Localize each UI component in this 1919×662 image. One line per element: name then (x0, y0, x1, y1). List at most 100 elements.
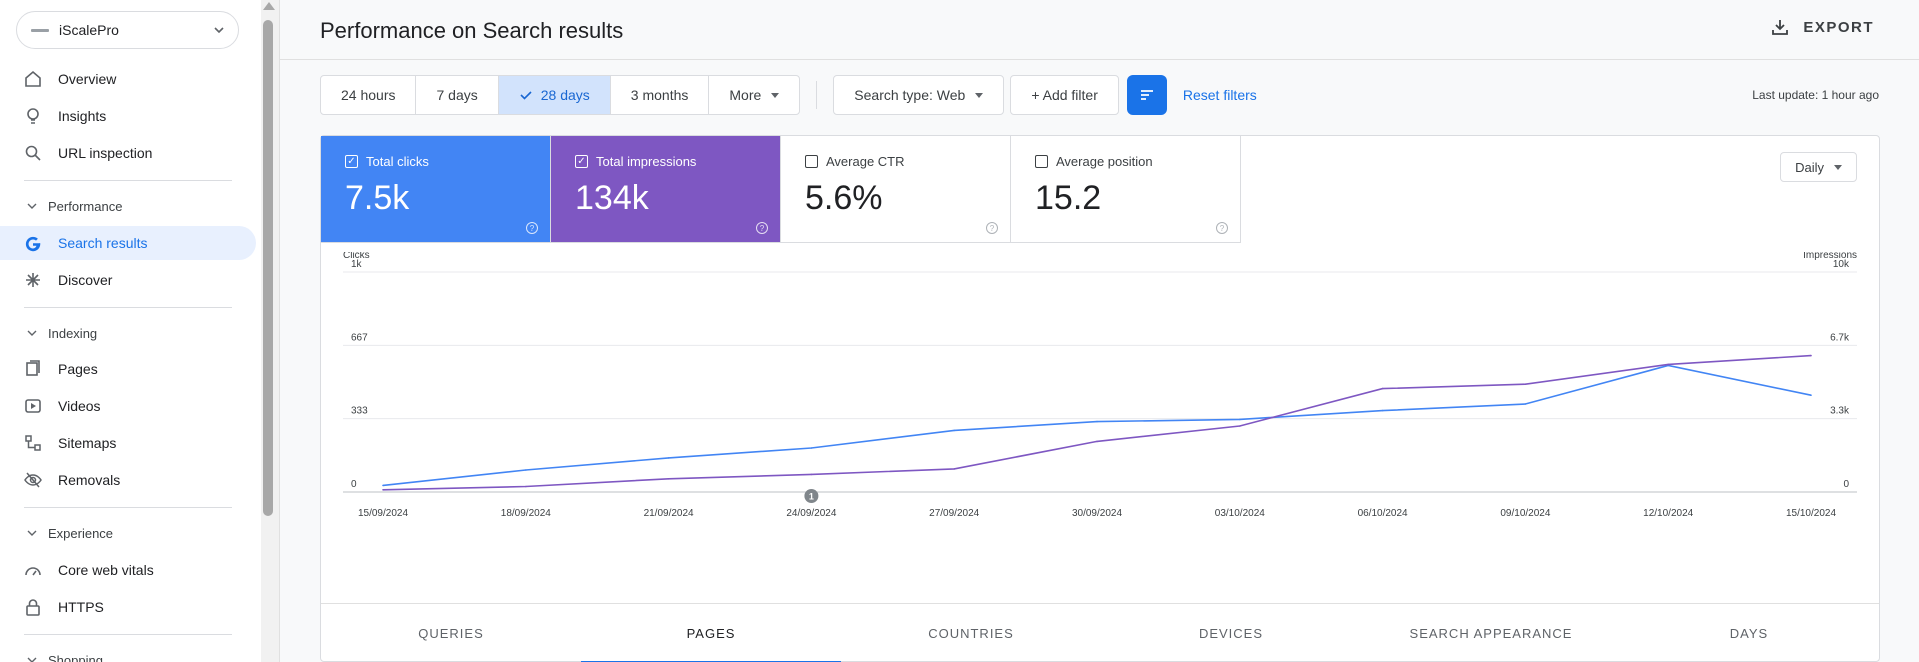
sidebar-scrollbar[interactable] (261, 0, 279, 662)
data-point-impressions (1524, 383, 1527, 385)
section-title: Shopping (48, 652, 103, 662)
range-24-hours[interactable]: 24 hours (321, 76, 417, 114)
metric-value: 7.5k (345, 179, 410, 217)
sidebar-item-label: Insights (58, 108, 107, 124)
sidebar-section-shopping[interactable]: Shopping (0, 645, 232, 662)
tab-days[interactable]: DAYS (1619, 604, 1879, 662)
y-axis-label-right: Impressions (1803, 252, 1857, 261)
sidebar-item-pages[interactable]: Pages (0, 352, 256, 386)
caret-down-icon (975, 92, 984, 98)
help-icon[interactable]: ? (756, 222, 768, 234)
filter-divider (816, 81, 818, 109)
x-tick-label: 09/10/2024 (1500, 508, 1550, 519)
y-tick-label-left: 1k (351, 259, 363, 270)
metric-average-position[interactable]: Average position 15.2 ? (1011, 136, 1241, 243)
tab-countries[interactable]: COUNTRIES (841, 604, 1101, 662)
sidebar-divider (24, 180, 232, 181)
sidebar-item-label: URL inspection (58, 145, 153, 161)
metric-total-clicks[interactable]: ✓ Total clicks 7.5k ? (321, 136, 551, 243)
checkbox-checked-icon[interactable]: ✓ (345, 155, 358, 168)
export-label: EXPORT (1803, 18, 1874, 36)
metric-label: Average CTR (826, 154, 905, 169)
y-tick-label-right: 3.3k (1830, 406, 1850, 417)
page-title: Performance on Search results (320, 18, 624, 43)
series-line-clicks (382, 364, 1812, 487)
compare-filter-button[interactable] (1126, 75, 1167, 115)
sidebar-divider (24, 307, 232, 308)
property-selector[interactable]: iScalePro (16, 11, 239, 49)
metric-average-ctr[interactable]: Average CTR 5.6% ? (781, 136, 1011, 243)
property-logo (31, 28, 49, 32)
search-icon (24, 144, 42, 162)
search-type-dropdown[interactable]: Search type: Web (833, 75, 1005, 115)
data-point-impressions (953, 468, 955, 470)
range-3-months[interactable]: 3 months (611, 76, 710, 114)
help-icon[interactable]: ? (986, 222, 998, 234)
scroll-up-arrow-icon[interactable] (263, 2, 275, 10)
sidebar-section-indexing[interactable]: Indexing (0, 318, 232, 348)
checkbox-checked-icon[interactable]: ✓ (575, 155, 588, 168)
sidebar-item-videos[interactable]: Videos (0, 389, 256, 423)
caret-down-icon (771, 92, 780, 98)
scrollbar-thumb[interactable] (263, 20, 273, 516)
sidebar-item-discover[interactable]: Discover (0, 263, 256, 297)
sidebar-item-insights[interactable]: Insights (0, 99, 256, 133)
granularity-label: Daily (1795, 159, 1824, 175)
data-point-clicks (1096, 420, 1098, 423)
range-label: 24 hours (341, 87, 396, 103)
page-header: Performance on Search results EXPORT (280, 0, 1919, 60)
checkbox-unchecked-icon[interactable] (1035, 155, 1048, 168)
sidebar-item-url-inspection[interactable]: URL inspection (0, 136, 256, 170)
metric-label: Total impressions (596, 154, 697, 169)
y-tick-label-left: 0 (351, 479, 357, 490)
sidebar-item-label: Core web vitals (58, 562, 154, 578)
annotation-marker (804, 489, 819, 503)
granularity-dropdown[interactable]: Daily (1780, 152, 1857, 182)
data-point-clicks (667, 457, 670, 459)
sidebar-item-overview[interactable]: Overview (0, 62, 256, 96)
metric-value: 134k (575, 179, 649, 217)
tab-search-appearance[interactable]: SEARCH APPEARANCE (1361, 604, 1621, 662)
export-button[interactable]: EXPORT (1771, 18, 1874, 36)
data-point-clicks (1810, 394, 1812, 396)
sidebar-item-sitemaps[interactable]: Sitemaps (0, 426, 256, 460)
tab-label: QUERIES (418, 625, 484, 641)
pages-icon (24, 360, 42, 378)
range-7-days[interactable]: 7 days (416, 76, 499, 114)
data-point-clicks (810, 447, 813, 449)
range-28-days[interactable]: 28 days (498, 76, 611, 114)
sidebar-item-label: Videos (58, 398, 101, 414)
sidebar-item-https[interactable]: HTTPS (0, 590, 256, 624)
x-tick-label: 03/10/2024 (1215, 508, 1265, 519)
caret-down-icon (1834, 164, 1842, 170)
add-filter-button[interactable]: + Add filter (1010, 75, 1119, 115)
data-point-clicks (525, 469, 527, 471)
metric-total-impressions[interactable]: ✓ Total impressions 134k ? (551, 136, 781, 243)
data-point-impressions (1381, 387, 1384, 390)
tab-pages[interactable]: PAGES (581, 604, 841, 662)
property-name: iScalePro (59, 22, 119, 38)
video-icon (24, 397, 42, 415)
sidebar-item-search-results[interactable]: Search results (0, 226, 256, 260)
data-point-impressions (1096, 440, 1098, 443)
help-icon[interactable]: ? (1216, 222, 1228, 234)
x-tick-label: 12/10/2024 (1643, 508, 1693, 519)
sidebar-item-removals[interactable]: Removals (0, 463, 256, 497)
download-icon (1772, 20, 1789, 35)
chevron-down-icon (27, 530, 37, 536)
chevron-down-icon (27, 330, 37, 336)
data-point-impressions (1810, 354, 1812, 357)
sidebar-section-performance[interactable]: Performance (0, 191, 232, 221)
sidebar-item-core-web-vitals[interactable]: Core web vitals (0, 553, 256, 587)
metric-value: 5.6% (805, 179, 883, 217)
tab-queries[interactable]: QUERIES (321, 604, 581, 662)
tab-devices[interactable]: DEVICES (1101, 604, 1361, 662)
help-icon[interactable]: ? (526, 222, 538, 234)
y-tick-label-right: 0 (1843, 479, 1849, 490)
y-tick-label-left: 667 (351, 332, 368, 343)
range-more-dropdown[interactable]: More (709, 76, 799, 114)
sidebar-section-experience[interactable]: Experience (0, 518, 232, 548)
checkbox-unchecked-icon[interactable] (805, 155, 818, 168)
reset-filters-link[interactable]: Reset filters (1182, 87, 1257, 103)
tab-label: DEVICES (1198, 625, 1264, 641)
